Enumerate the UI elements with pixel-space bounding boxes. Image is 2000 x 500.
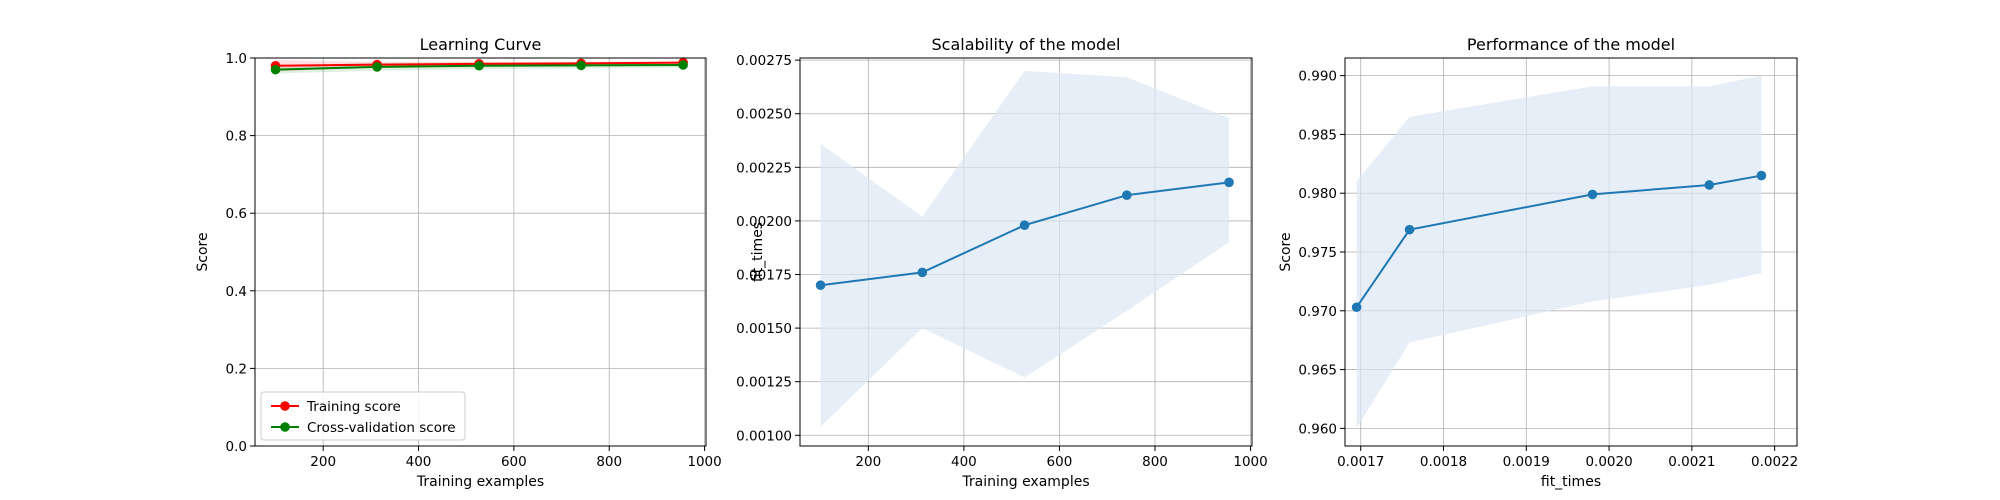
y-axis-label: fit_times [750, 222, 766, 282]
series-0-point [1122, 190, 1132, 200]
legend-swatch-marker [280, 401, 290, 411]
series-0-point [1224, 177, 1234, 188]
axes-frame [254, 57, 707, 447]
y-tick-label: 0.6 [226, 206, 247, 222]
legend-swatch-marker [280, 422, 290, 432]
series-1-point [474, 60, 484, 71]
y-tick-label: 0.8 [226, 129, 247, 145]
y-axis-label: Score [195, 232, 211, 271]
x-axis-label: fit_times [1541, 474, 1601, 490]
x-tick-label: 200 [310, 454, 336, 470]
series-0-point [815, 280, 826, 291]
x-tick-label: 400 [406, 454, 432, 470]
x-axis-label: Training examples [416, 474, 544, 490]
x-tick-label: 800 [1142, 454, 1168, 470]
series-0-point [1756, 170, 1767, 181]
axes-frame [799, 57, 1253, 447]
x-tick-label: 0.0017 [1337, 454, 1384, 470]
series-0-point [1704, 180, 1715, 190]
y-tick-label: 0.00125 [736, 375, 792, 391]
y-tick-label: 0.960 [1298, 421, 1337, 437]
x-tick-label: 200 [855, 454, 881, 470]
scalability-panel: 200 400 600 800 1000 0.00100 0.00125 0.00150 0.0… [736, 35, 1268, 490]
y-tick-label: 0.4 [226, 284, 247, 300]
series-0-point [917, 267, 928, 278]
legend: Training score Cross-validation score [260, 391, 466, 441]
x-tick-label: 1000 [687, 454, 721, 470]
performance-panel: 0.0017 0.0018 0.0019 0.0020 0.0021 0.0022 0.96… [1278, 35, 1798, 490]
series-0-point [1404, 224, 1415, 235]
legend-box [260, 391, 466, 441]
chart-title: Scalability of the model [932, 35, 1121, 54]
series-1-point [372, 62, 382, 72]
x-tick-label: 0.0021 [1668, 454, 1715, 470]
series-0-band [1356, 75, 1762, 429]
y-tick-label: 1.0 [226, 51, 247, 67]
y-tick-label: 0.975 [1298, 245, 1337, 261]
y-tick-label: 0.970 [1298, 304, 1337, 320]
chart-title: Performance of the model [1467, 35, 1675, 54]
x-tick-label: 0.0020 [1585, 454, 1632, 470]
series-0-point [1019, 220, 1030, 231]
series-1-point [576, 60, 586, 71]
x-axis-label: Training examples [961, 474, 1089, 490]
x-tick-label: 1000 [1233, 454, 1267, 470]
y-tick-label: 0.00100 [736, 428, 792, 444]
y-tick-label: 0.00150 [736, 321, 792, 337]
y-tick-label: 0.00225 [736, 160, 792, 176]
legend-label: Cross-validation score [307, 420, 456, 436]
series-0-point [1351, 302, 1362, 313]
x-tick-label: 0.0018 [1420, 454, 1467, 470]
x-tick-label: 600 [501, 454, 527, 470]
y-tick-label: 0.00250 [736, 107, 792, 123]
y-tick-label: 0.00200 [736, 214, 792, 230]
y-axis-label: Score [1278, 232, 1294, 271]
series-0-point [1587, 189, 1598, 200]
chart-title: Learning Curve [420, 35, 542, 54]
x-tick-label: 400 [951, 454, 977, 470]
learning-curve-panel: 200 400 600 800 1000 0.0 0.2 0.4 0.6 0.8 1.0 Learni… [195, 35, 722, 490]
series-1-point [270, 64, 281, 75]
x-tick-label: 600 [1047, 454, 1073, 470]
legend-label: Training score [306, 399, 401, 415]
x-tick-label: 800 [596, 454, 622, 470]
y-tick-label: 0.00175 [736, 268, 792, 284]
series-0-band [820, 70, 1230, 427]
y-tick-label: 0.965 [1298, 363, 1337, 379]
series-1-point [678, 60, 688, 70]
x-tick-label: 0.0019 [1503, 454, 1550, 470]
x-tick-label: 0.0022 [1751, 454, 1798, 470]
y-tick-label: 0.985 [1298, 127, 1337, 143]
y-tick-label: 0.0 [226, 439, 247, 455]
y-tick-label: 0.980 [1298, 186, 1337, 202]
y-tick-label: 0.00275 [736, 53, 792, 69]
y-tick-label: 0.990 [1298, 69, 1337, 85]
y-tick-label: 0.2 [226, 361, 247, 377]
